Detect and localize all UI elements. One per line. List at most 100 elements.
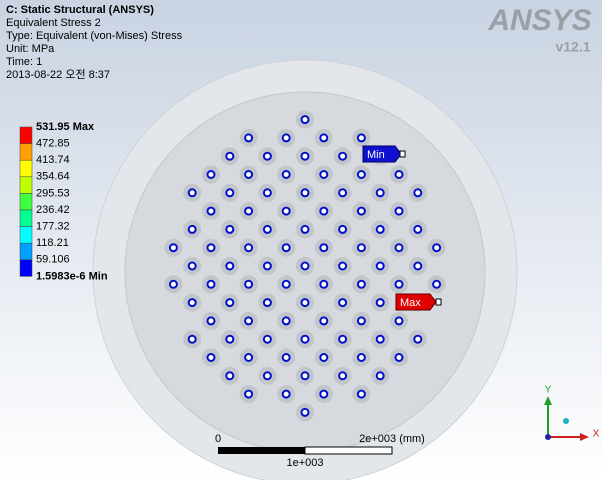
hole xyxy=(264,263,271,270)
hole xyxy=(396,171,403,178)
legend-label: 177.32 xyxy=(36,221,70,233)
legend-label: 472.85 xyxy=(36,138,70,150)
hole xyxy=(433,281,440,288)
hole xyxy=(189,263,196,270)
hole xyxy=(339,153,346,160)
legend-swatch xyxy=(20,144,32,161)
hole xyxy=(302,263,309,270)
header-line: 2013-08-22 오전 8:37 xyxy=(6,68,110,81)
hole xyxy=(283,208,290,215)
hole xyxy=(358,391,365,398)
hole xyxy=(245,171,252,178)
hole xyxy=(396,281,403,288)
legend-label: 59.106 xyxy=(36,254,70,266)
hole xyxy=(414,226,421,233)
legend-label: 118.21 xyxy=(36,237,69,249)
hole xyxy=(302,116,309,123)
hole xyxy=(414,263,421,270)
hole xyxy=(320,317,327,324)
legend-label: 354.64 xyxy=(36,171,70,183)
hole xyxy=(245,208,252,215)
hole xyxy=(208,317,215,324)
hole xyxy=(414,189,421,196)
legend-label: 1.5983e-6 Min xyxy=(36,270,108,282)
hole xyxy=(226,189,233,196)
hole xyxy=(396,317,403,324)
hole xyxy=(358,171,365,178)
viewport: C: Static Structural (ANSYS)Equivalent S… xyxy=(0,0,602,480)
hole xyxy=(358,208,365,215)
hole xyxy=(283,391,290,398)
hole xyxy=(170,281,177,288)
hole xyxy=(302,409,309,416)
hole xyxy=(264,189,271,196)
hole xyxy=(320,281,327,288)
hole xyxy=(320,134,327,141)
hole xyxy=(358,317,365,324)
logo-version: v12.1 xyxy=(555,39,590,55)
hole xyxy=(226,336,233,343)
hole xyxy=(283,134,290,141)
hole xyxy=(283,244,290,251)
hole xyxy=(339,299,346,306)
hole xyxy=(208,171,215,178)
hole xyxy=(358,354,365,361)
legend-label: 413.74 xyxy=(36,154,70,166)
hole xyxy=(396,244,403,251)
hole xyxy=(264,226,271,233)
hole xyxy=(208,281,215,288)
legend-swatch xyxy=(20,243,32,260)
legend-swatch xyxy=(20,260,32,277)
hole xyxy=(377,372,384,379)
hole xyxy=(245,281,252,288)
hole xyxy=(320,391,327,398)
hole xyxy=(226,299,233,306)
scale-end: 2e+003 (mm) xyxy=(359,433,425,445)
hole xyxy=(245,134,252,141)
hole xyxy=(226,226,233,233)
hole xyxy=(283,171,290,178)
legend-swatch xyxy=(20,160,32,177)
hole xyxy=(283,281,290,288)
hole xyxy=(302,299,309,306)
logo-brand: ANSYS xyxy=(487,4,591,37)
triad-y: Y xyxy=(545,385,552,396)
hole xyxy=(189,299,196,306)
header-line: Equivalent Stress 2 xyxy=(6,17,101,29)
hole xyxy=(377,336,384,343)
legend-swatch xyxy=(20,210,32,227)
hole xyxy=(302,189,309,196)
hole xyxy=(226,372,233,379)
min-label: Min xyxy=(367,149,385,161)
hole xyxy=(320,354,327,361)
hole xyxy=(189,189,196,196)
hole xyxy=(245,354,252,361)
hole xyxy=(339,336,346,343)
hole xyxy=(302,372,309,379)
hole xyxy=(377,226,384,233)
hole xyxy=(208,354,215,361)
hole xyxy=(302,336,309,343)
scale-start: 0 xyxy=(215,433,221,445)
hole xyxy=(245,244,252,251)
hole xyxy=(377,263,384,270)
header-line: Time: 1 xyxy=(6,56,42,68)
hole xyxy=(170,244,177,251)
hole xyxy=(358,244,365,251)
hole xyxy=(377,189,384,196)
hole xyxy=(358,134,365,141)
legend-swatch xyxy=(20,127,32,144)
scale-mid: 1e+003 xyxy=(286,457,323,469)
hole xyxy=(396,208,403,215)
legend-swatch xyxy=(20,227,32,244)
hole xyxy=(377,299,384,306)
hole xyxy=(283,354,290,361)
hole xyxy=(339,263,346,270)
hole xyxy=(358,281,365,288)
hole xyxy=(245,317,252,324)
triad-x: X xyxy=(593,429,600,440)
hole xyxy=(320,208,327,215)
hole xyxy=(320,244,327,251)
hole xyxy=(189,336,196,343)
hole xyxy=(396,354,403,361)
